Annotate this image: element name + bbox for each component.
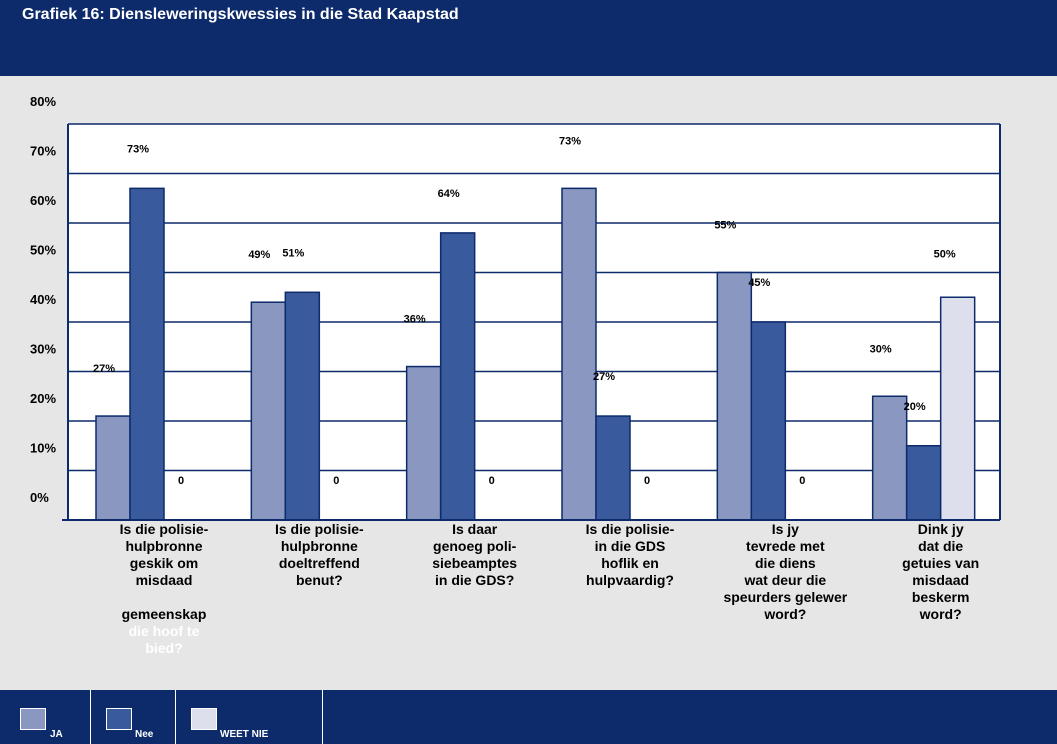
data-label: 0 <box>644 475 650 487</box>
axes <box>62 124 1001 521</box>
x-category-label-line: Is daar <box>452 521 498 537</box>
x-category-label-line: tevrede met <box>746 538 825 554</box>
bar <box>439 232 476 521</box>
data-label: 73% <box>559 135 581 147</box>
data-label: 20% <box>904 401 926 413</box>
y-tick-label: 80% <box>30 94 56 109</box>
x-category-label-line: word? <box>919 606 962 622</box>
y-tick-label: 0% <box>30 490 49 505</box>
x-category-label-line: misdaad <box>912 572 969 588</box>
x-category-label-line: hulpbronne <box>126 538 203 554</box>
legend-item-weet-nie: WEET NIE <box>175 690 323 744</box>
x-category-label-line: Is jy <box>772 521 799 537</box>
data-label: 36% <box>404 314 426 326</box>
bar <box>716 271 753 521</box>
x-category-label-line: hulpbronne <box>281 538 358 554</box>
bar <box>95 415 131 521</box>
x-category-label-line: hoflik en <box>601 555 659 571</box>
bar <box>129 187 165 521</box>
legend-item-ja: JA <box>0 690 91 744</box>
bar <box>284 291 321 521</box>
x-category-label-line: geskik om <box>130 555 198 571</box>
y-tick-labels: 0% 10% 20% 30% 40% 50% 60% 70% 80% <box>30 94 56 505</box>
legend-label-nee: Nee <box>135 729 154 740</box>
y-tick-label: 70% <box>30 144 56 159</box>
data-label: 0 <box>489 475 495 487</box>
data-label: 0 <box>178 475 184 487</box>
y-tick-label: 20% <box>30 391 56 406</box>
y-tick-label: 50% <box>30 243 56 258</box>
x-category-label-line: hulpvaardig? <box>586 572 674 588</box>
data-label: 0 <box>333 475 339 487</box>
x-category-label-line: bied? <box>145 640 182 656</box>
x-category-label-line: Is die polisie- <box>275 521 364 537</box>
y-tick-label: 10% <box>30 441 56 456</box>
bar <box>905 445 942 521</box>
legend: JA Nee WEET NIE <box>0 690 1057 744</box>
data-label: 0 <box>799 475 805 487</box>
x-category-label-line: misdaad <box>136 572 193 588</box>
x-category-label-line: Is die polisie- <box>586 521 675 537</box>
x-category-label-line: speurders gelewer <box>723 589 847 605</box>
y-tick-label: 40% <box>30 292 56 307</box>
data-label: 27% <box>593 371 615 383</box>
x-category-label-line: benut? <box>296 572 343 588</box>
bar <box>871 395 908 521</box>
data-label: 27% <box>93 363 115 375</box>
bar <box>561 187 597 521</box>
data-label: 30% <box>870 343 892 355</box>
x-category-label-line: Dink jy <box>918 521 964 537</box>
x-category-label-line: getuies van <box>902 555 979 571</box>
y-tick-label: 60% <box>30 193 56 208</box>
x-category-label-line: die diens <box>755 555 816 571</box>
data-label: 51% <box>282 247 304 259</box>
data-label: 73% <box>127 143 149 155</box>
x-category-label-line: in die GDS <box>595 538 666 554</box>
bar <box>250 301 287 521</box>
x-category-label-line: wat deur die <box>743 572 826 588</box>
chart-title: Grafiek 16: Diensleweringskwessies in di… <box>22 6 459 23</box>
x-category-label-line: beskerm <box>912 589 970 605</box>
bar <box>595 415 631 521</box>
chart-plot: 0% 10% 20% 30% 40% 50% 60% 70% 80% 27% 49% 36% 73% 5… <box>30 94 1001 656</box>
chart-header: Grafiek 16: Diensleweringskwessies in di… <box>0 0 1057 76</box>
data-label: 64% <box>438 188 460 200</box>
x-category-label-line: word? <box>763 606 806 622</box>
x-category-label-line: die hoof te <box>129 623 200 639</box>
data-labels: 27% 49% 36% 73% 55% 30% 73% 51% 64% 27% 45% 20% 0 0 0 0… <box>93 135 956 487</box>
legend-swatch-ja <box>20 708 46 730</box>
data-label: 55% <box>714 220 736 232</box>
y-tick-label: 30% <box>30 342 56 357</box>
bar <box>750 321 787 521</box>
bar <box>405 365 442 521</box>
legend-item-nee: Nee <box>90 690 176 744</box>
x-category-label-line: doeltreffend <box>279 555 360 571</box>
legend-swatch-nee <box>106 708 132 730</box>
legend-label-weet-nie: WEET NIE <box>220 729 269 740</box>
gridlines <box>68 123 1000 520</box>
x-category-label-line: genoeg poli- <box>433 538 517 554</box>
x-category-label-line: dat die <box>918 538 963 554</box>
legend-swatch-weet-nie <box>191 708 217 730</box>
legend-label-ja: JA <box>50 729 63 740</box>
data-label: 49% <box>248 249 270 261</box>
x-category-label-line: in die GDS? <box>435 572 514 588</box>
x-category-label-line: siebeamptes <box>432 555 517 571</box>
data-label: 45% <box>748 277 770 289</box>
bar <box>939 296 976 521</box>
x-category-label-line: Is die polisie- <box>120 521 209 537</box>
data-label: 50% <box>934 248 956 260</box>
x-category-label-line: gemeenskap <box>122 606 207 622</box>
bars <box>95 187 976 521</box>
